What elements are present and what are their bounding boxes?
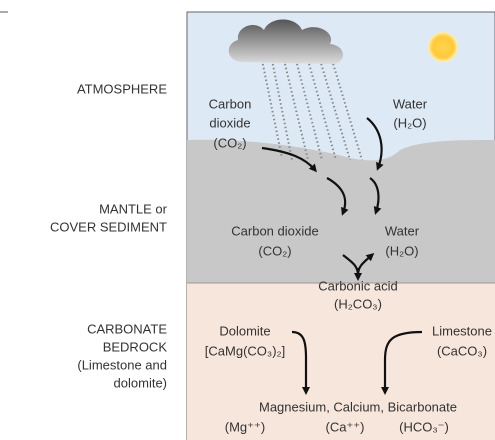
- arrows: [261, 117, 423, 395]
- rain: [261, 59, 363, 161]
- node-label: dioxide: [209, 115, 250, 130]
- node-label: Magnesium, Calcium, Bicarbonate: [259, 399, 457, 414]
- node-label: (CO₂): [213, 135, 246, 150]
- node-label: [CaMg(CO₃)₂]: [205, 343, 285, 358]
- node-label: Carbonic acid: [318, 278, 398, 293]
- node-label: (H₂O): [393, 115, 426, 130]
- node-label: (HCO₃⁻): [399, 419, 449, 434]
- cloud: [228, 19, 343, 64]
- zone-label: ATMOSPHERE: [77, 81, 167, 96]
- node-label: Carbon: [209, 96, 252, 111]
- node-label: (H₂CO₃): [334, 296, 382, 311]
- node-label: Limestone: [432, 323, 492, 338]
- node-label: (H₂O): [385, 243, 418, 258]
- mantle-zone: [187, 139, 495, 283]
- node-label: Dolomite: [219, 323, 270, 338]
- node-label: (Ca⁺⁺): [326, 419, 365, 434]
- node-label: (Mg⁺⁺): [225, 419, 265, 434]
- bedrock-zone: [187, 283, 495, 440]
- node-label: Carbon dioxide: [231, 223, 318, 238]
- zone-label: (Limestone and: [77, 357, 167, 372]
- zone-label: dolomite): [114, 375, 167, 390]
- node-label: Water: [385, 223, 420, 238]
- zone-label: CARBONATE: [87, 321, 167, 336]
- node-label: (CaCO₃): [437, 343, 487, 358]
- node-label: Water: [393, 96, 428, 111]
- node-label: (CO₂): [258, 243, 291, 258]
- sun: [428, 32, 458, 62]
- zone-label: MANTLE or: [99, 201, 168, 216]
- zone-label: BEDROCK: [103, 339, 168, 354]
- zone-label: COVER SEDIMENT: [50, 219, 167, 234]
